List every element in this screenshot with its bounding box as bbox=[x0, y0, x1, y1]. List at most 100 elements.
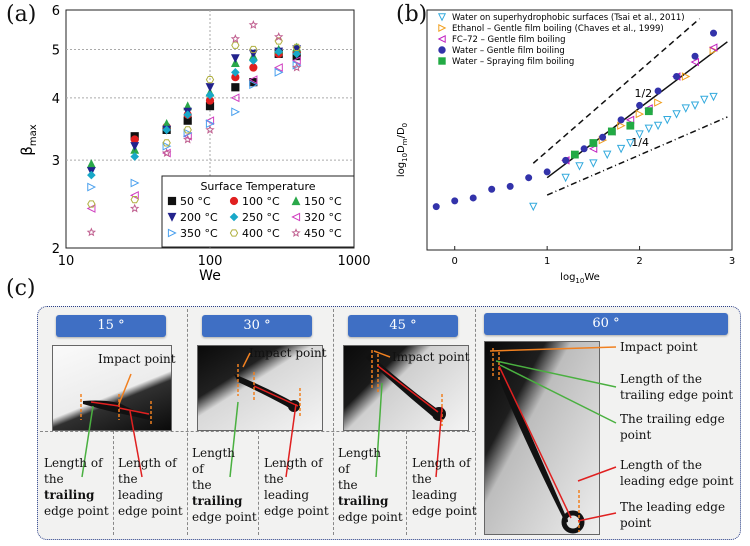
data-point bbox=[451, 197, 459, 205]
data-point bbox=[673, 73, 681, 81]
legend-marker bbox=[291, 196, 301, 206]
y-tick-label: 6 bbox=[52, 4, 60, 19]
data-point bbox=[625, 115, 635, 125]
leading-label-15: Length of the leading edge point bbox=[118, 456, 183, 518]
separator bbox=[258, 431, 259, 535]
data-point bbox=[205, 76, 215, 84]
separator bbox=[187, 309, 188, 535]
legend-marker bbox=[229, 196, 239, 206]
data-point bbox=[249, 80, 259, 90]
annotation-lines-30 bbox=[229, 352, 297, 478]
photo-overlay-30 bbox=[234, 364, 301, 418]
data-point bbox=[691, 52, 699, 60]
data-point bbox=[654, 98, 663, 107]
separator bbox=[113, 431, 114, 535]
angle-tab-45: 45 ° bbox=[348, 315, 458, 337]
label-60-trailing-point: The trailing edge point bbox=[620, 412, 725, 442]
impact-label-45: Impact point bbox=[392, 350, 470, 364]
slope-label: 1/4 bbox=[631, 136, 649, 149]
legend-marker bbox=[437, 34, 446, 44]
data-point bbox=[617, 116, 625, 124]
legend-marker bbox=[229, 229, 239, 237]
data-point bbox=[708, 43, 718, 52]
data-point bbox=[525, 174, 533, 182]
legend-marker bbox=[291, 228, 301, 237]
legend-label: 150 °C bbox=[304, 195, 342, 208]
panel-b-label: (b) bbox=[396, 2, 428, 27]
data-point bbox=[130, 178, 140, 188]
legend-label: 250 °C bbox=[242, 211, 280, 224]
data-point bbox=[130, 196, 139, 204]
data-point bbox=[161, 148, 172, 158]
data-point bbox=[681, 104, 690, 113]
data-point bbox=[231, 107, 241, 117]
chart-a-xlabel: We bbox=[199, 268, 221, 284]
data-point bbox=[709, 92, 718, 102]
data-point bbox=[700, 95, 709, 105]
y-tick-label: 3 bbox=[52, 154, 60, 169]
legend-label: Water – Gentle film boiling bbox=[452, 46, 565, 56]
legend-marker bbox=[229, 212, 239, 222]
reference-line bbox=[532, 18, 701, 164]
data-point bbox=[205, 116, 215, 126]
x-tick-label: 3 bbox=[729, 256, 735, 267]
droplet-photo-30 bbox=[197, 345, 323, 431]
annotation-lines-60 bbox=[489, 346, 617, 522]
data-point bbox=[432, 203, 440, 211]
data-point bbox=[575, 162, 584, 171]
leading-label-45: Length of the leading edge point bbox=[412, 456, 477, 518]
chart-b-xlabel: log10We bbox=[560, 272, 600, 285]
data-point bbox=[636, 101, 644, 109]
data-point bbox=[690, 57, 699, 67]
y-tick-label: 4 bbox=[52, 92, 60, 107]
data-point bbox=[607, 127, 616, 136]
slope-label: 1/2 bbox=[634, 87, 652, 100]
data-point bbox=[87, 170, 96, 180]
data-point bbox=[292, 49, 302, 59]
y-tick-label: 2 bbox=[52, 242, 60, 257]
data-point bbox=[205, 83, 215, 92]
data-point bbox=[248, 75, 258, 85]
separator bbox=[333, 309, 334, 535]
data-point bbox=[529, 202, 538, 212]
data-point bbox=[589, 159, 598, 168]
data-point bbox=[570, 150, 579, 159]
chart-b-legend: Water on superhydrophobic surfaces (Tsai… bbox=[437, 13, 685, 67]
data-point bbox=[626, 121, 635, 130]
angle-tab-30: 30 ° bbox=[202, 315, 312, 337]
data-point bbox=[274, 67, 284, 77]
data-point bbox=[87, 200, 96, 208]
x-tick-label: 0 bbox=[452, 256, 458, 267]
chart-b-frame bbox=[426, 9, 733, 251]
x-tick-label: 2 bbox=[636, 256, 642, 267]
legend-label: 200 °C bbox=[180, 211, 218, 224]
droplet-photo-15 bbox=[52, 345, 172, 431]
data-point bbox=[681, 72, 691, 81]
legend-label: 400 °C bbox=[242, 227, 280, 240]
data-point bbox=[589, 139, 598, 147]
data-point bbox=[562, 156, 570, 164]
data-point bbox=[710, 29, 718, 37]
data-point bbox=[249, 56, 258, 65]
impact-label-15: Impact point bbox=[98, 352, 176, 366]
photo-overlay-45 bbox=[366, 350, 446, 426]
angle-tab-60: 60 ° bbox=[484, 313, 728, 335]
data-point bbox=[291, 56, 301, 66]
chart-b: 0 1 2 3 1/2 1/4 log10We log10Dm/D0 Water on … bbox=[396, 9, 735, 285]
chart-a-ylabel: βmax bbox=[18, 124, 39, 155]
data-point bbox=[672, 110, 681, 119]
legend-label: Water – Spraying film boiling bbox=[452, 57, 574, 67]
y-tick-label: 5 bbox=[52, 43, 60, 58]
x-tick-label: 10 bbox=[58, 254, 75, 269]
legend-marker bbox=[437, 13, 447, 22]
legend-marker bbox=[291, 212, 301, 222]
label-60-leading-length: Length of the leading edge point bbox=[620, 458, 734, 488]
data-point bbox=[231, 68, 240, 77]
legend-marker bbox=[438, 23, 447, 33]
data-point bbox=[580, 145, 588, 153]
panel-c-label: (c) bbox=[6, 276, 36, 301]
data-point bbox=[230, 34, 241, 43]
annotation-lines-15 bbox=[81, 405, 143, 478]
data-point bbox=[86, 227, 97, 237]
photo-overlay-15 bbox=[80, 373, 152, 426]
